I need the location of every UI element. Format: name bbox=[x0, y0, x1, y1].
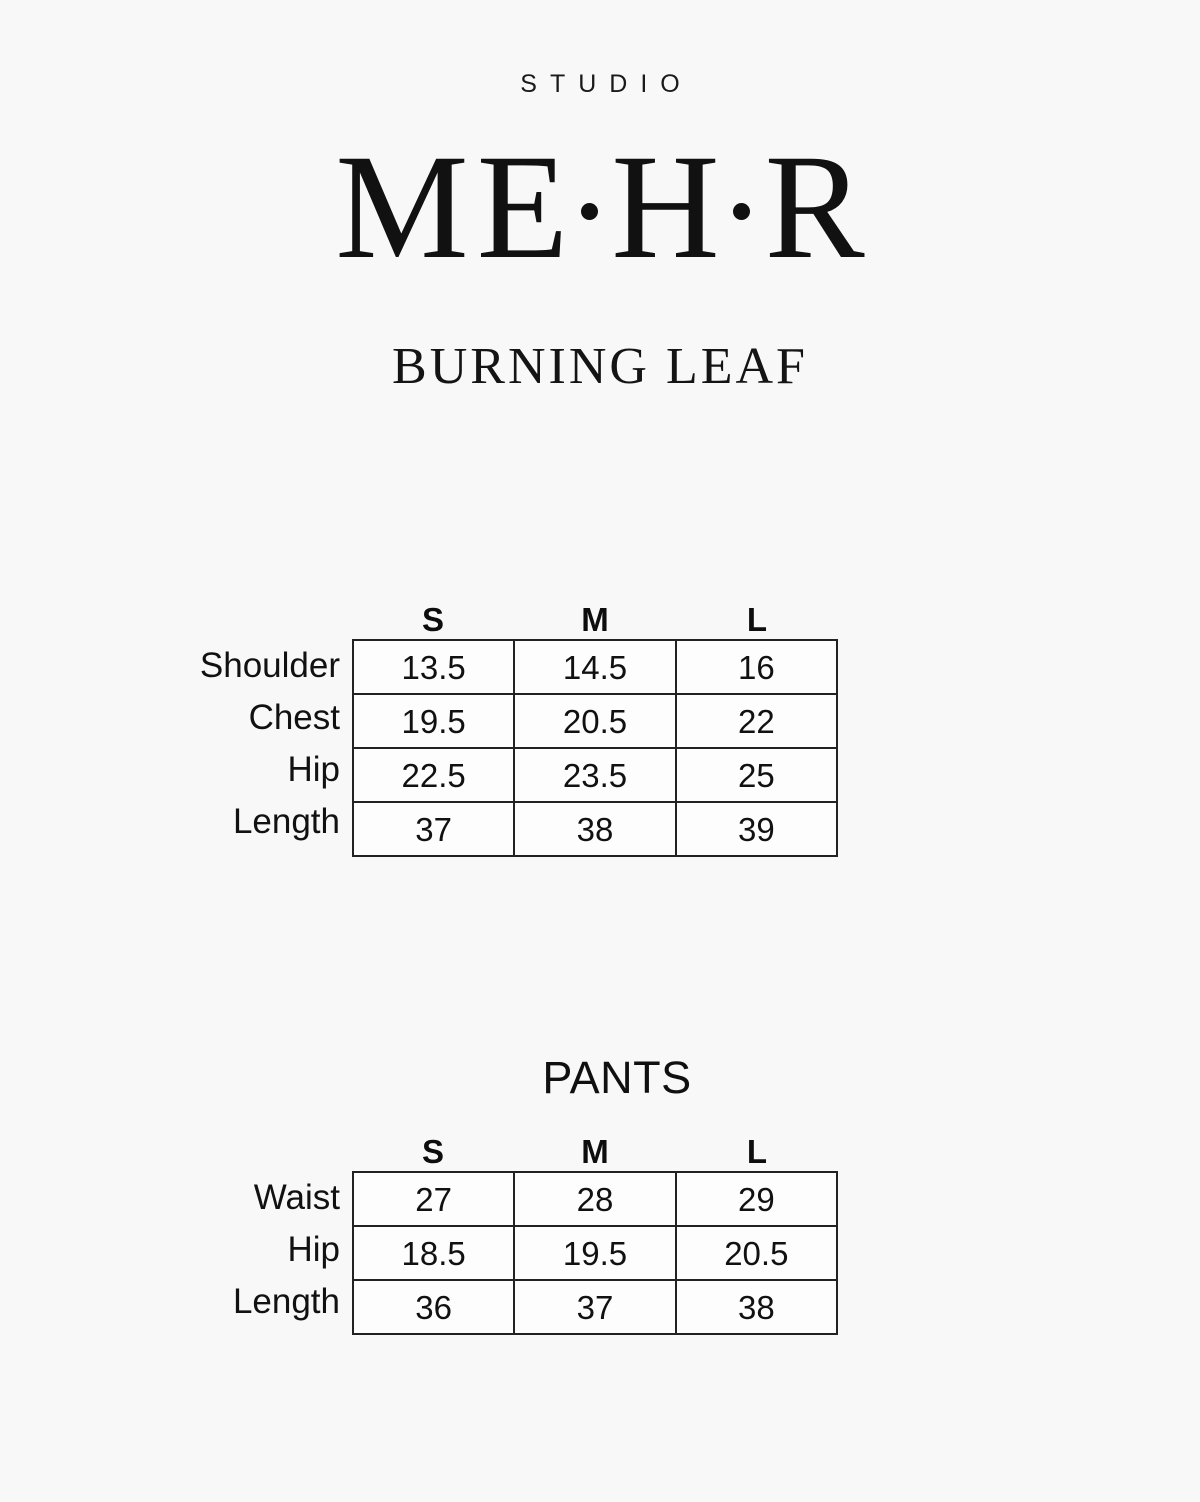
size-chart-top: Shoulder Chest Hip Length S M L 13.5 14.… bbox=[0, 596, 1200, 857]
table-row: 37 38 39 bbox=[351, 801, 839, 857]
cell-length-s: 36 bbox=[351, 1279, 516, 1335]
row-label-chest: Chest bbox=[248, 697, 340, 737]
cell-waist-s: 27 bbox=[351, 1171, 516, 1227]
wordmark-letter-e: E bbox=[476, 124, 569, 290]
wordmark-dot-icon bbox=[732, 202, 750, 220]
table-row: 22.5 23.5 25 bbox=[351, 747, 839, 803]
cell-hip-l: 20.5 bbox=[674, 1225, 839, 1281]
table-row: 19.5 20.5 22 bbox=[351, 693, 839, 749]
cell-length-l: 38 bbox=[674, 1279, 839, 1335]
cell-shoulder-s: 13.5 bbox=[351, 639, 516, 695]
chart-title-pants: PANTS bbox=[542, 1052, 692, 1103]
cell-length-m: 37 bbox=[513, 1279, 677, 1335]
wordmark-letter-m: M bbox=[335, 124, 469, 290]
cell-shoulder-l: 16 bbox=[674, 639, 839, 695]
size-header-l: L bbox=[746, 1133, 768, 1170]
brand-header: STUDIO M E H R BURNING LEAF bbox=[0, 0, 1200, 393]
row-label-column-pants: Waist Hip Length bbox=[186, 1128, 352, 1335]
wordmark-letter-h: H bbox=[611, 124, 720, 290]
size-header-m: M bbox=[581, 1133, 609, 1170]
cell-hip-l: 25 bbox=[674, 747, 839, 803]
size-header-l: L bbox=[746, 601, 768, 638]
table-row: 36 37 38 bbox=[351, 1279, 839, 1335]
size-table-pants: 27 28 29 18.5 19.5 20.5 36 37 38 bbox=[351, 1171, 839, 1335]
cell-waist-m: 28 bbox=[513, 1171, 677, 1227]
wordmark-dot-icon bbox=[581, 202, 599, 220]
cell-chest-s: 19.5 bbox=[351, 693, 516, 749]
size-header-row-pants: S M L bbox=[352, 1128, 838, 1171]
brand-wordmark: M E H R bbox=[0, 132, 1200, 282]
size-table-top: 13.5 14.5 16 19.5 20.5 22 22.5 23.5 25 bbox=[351, 639, 839, 857]
cell-hip-m: 19.5 bbox=[513, 1225, 677, 1281]
cell-length-l: 39 bbox=[674, 801, 839, 857]
chart-layout-pants: Waist Hip Length S M L 27 28 29 18.5 bbox=[0, 1128, 1200, 1335]
cell-length-m: 38 bbox=[513, 801, 677, 857]
cell-waist-l: 29 bbox=[674, 1171, 839, 1227]
row-label-hip: Hip bbox=[287, 749, 340, 789]
cell-hip-m: 23.5 bbox=[513, 747, 677, 803]
size-header-row-top: S M L bbox=[352, 596, 838, 639]
measurement-grid-top: S M L 13.5 14.5 16 19.5 20.5 22 bbox=[351, 596, 839, 857]
measurement-grid-pants: S M L 27 28 29 18.5 19.5 20.5 bbox=[351, 1128, 839, 1335]
size-header-m: M bbox=[581, 601, 609, 638]
cell-hip-s: 18.5 bbox=[351, 1225, 516, 1281]
row-label-waist: Waist bbox=[253, 1177, 340, 1217]
chart-layout-top: Shoulder Chest Hip Length S M L 13.5 14.… bbox=[0, 596, 1200, 857]
wordmark-letter-r: R bbox=[764, 124, 865, 290]
cell-chest-m: 20.5 bbox=[513, 693, 677, 749]
row-label-shoulder: Shoulder bbox=[199, 645, 340, 685]
cell-length-s: 37 bbox=[351, 801, 516, 857]
label-column-spacer bbox=[186, 1128, 340, 1171]
row-label-column-top: Shoulder Chest Hip Length bbox=[186, 596, 352, 857]
cell-hip-s: 22.5 bbox=[351, 747, 516, 803]
cell-chest-l: 22 bbox=[674, 693, 839, 749]
row-label-length: Length bbox=[232, 801, 340, 841]
size-chart-pants: PANTS Waist Hip Length S M L 27 28 29 bbox=[0, 1055, 1200, 1335]
table-row: 27 28 29 bbox=[351, 1171, 839, 1227]
row-label-hip: Hip bbox=[287, 1229, 340, 1269]
table-row: 18.5 19.5 20.5 bbox=[351, 1225, 839, 1281]
table-row: 13.5 14.5 16 bbox=[351, 639, 839, 695]
row-label-length: Length bbox=[232, 1281, 340, 1321]
label-column-spacer bbox=[186, 596, 340, 639]
size-header-s: S bbox=[421, 1133, 444, 1170]
collection-title: BURNING LEAF bbox=[392, 338, 808, 395]
size-header-s: S bbox=[421, 601, 444, 638]
brand-studio-label: STUDIO bbox=[520, 70, 693, 98]
cell-shoulder-m: 14.5 bbox=[513, 639, 677, 695]
